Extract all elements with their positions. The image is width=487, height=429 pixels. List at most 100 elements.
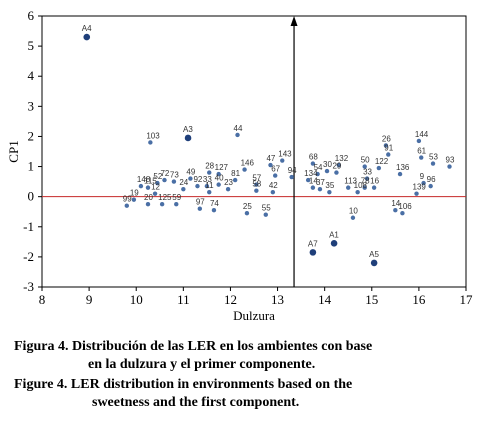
ler-point-label: 127 (215, 163, 229, 172)
ler-point-label: 103 (146, 131, 160, 140)
y-tick-label: -3 (23, 279, 34, 294)
ler-point-label: 93 (446, 156, 455, 165)
ler-point (421, 180, 426, 186)
ler-point (235, 132, 240, 138)
ler-point (216, 171, 221, 177)
ler-point-label: 47 (266, 154, 275, 163)
ler-point (270, 189, 276, 195)
y-tick-label: 4 (28, 68, 35, 83)
ler-point (254, 188, 259, 193)
ler-point (376, 165, 382, 171)
ler-point-label: 94 (288, 166, 297, 175)
ler-point-label: 134 (304, 169, 318, 178)
ler-point (244, 211, 250, 216)
ler-point-label: 58 (252, 180, 261, 189)
ler-point-label: 72 (160, 169, 169, 178)
ler-point-label: 73 (170, 171, 179, 180)
environment-point (83, 33, 91, 41)
ler-point (181, 186, 186, 192)
ler-point-label: 40 (215, 174, 224, 183)
ler-point-label: 99 (123, 195, 132, 204)
ler-point-label: 35 (325, 181, 334, 190)
ler-point (254, 182, 259, 187)
ler-point-label: 12 (151, 183, 160, 192)
ler-point-label: 81 (231, 169, 240, 178)
ler-point-label: 136 (396, 163, 410, 172)
ler-point (197, 206, 203, 211)
environment-point-label: A7 (308, 239, 318, 248)
ler-point (273, 173, 278, 178)
environment-point (309, 249, 317, 256)
ler-point (145, 201, 151, 207)
ler-point (148, 140, 153, 145)
ler-point-label: 92 (193, 175, 202, 184)
ler-point (336, 162, 341, 168)
x-tick-label: 15 (365, 292, 378, 307)
ler-point (419, 155, 424, 160)
ler-point-label: 67 (271, 165, 280, 174)
ler-point (155, 180, 160, 186)
figure-caption-spanish: Figura 4. Distribución de las LER en los… (0, 338, 487, 374)
x-tick-label: 13 (271, 292, 284, 307)
ler-point-label: 24 (179, 178, 188, 187)
ler-point (386, 152, 391, 157)
y-tick-label: 5 (28, 38, 35, 53)
ler-point (350, 215, 356, 220)
ler-point (364, 176, 370, 181)
ler-point (397, 171, 403, 177)
ler-point-label: 50 (361, 156, 370, 165)
ler-point-label: 132 (335, 154, 349, 163)
ler-point-label: 28 (205, 162, 214, 171)
ler-point-label: 53 (429, 153, 438, 162)
ler-point-label: 143 (278, 150, 292, 159)
ler-point-label: 14 (391, 199, 400, 208)
ler-point (207, 189, 212, 195)
ler-point (195, 183, 200, 189)
caption-en-line1: Figure 4. LER distribution in environmen… (14, 377, 353, 392)
ler-point (447, 164, 452, 169)
ler-point-label: 146 (241, 159, 255, 168)
ler-point (416, 138, 422, 144)
ler-point (174, 201, 179, 207)
ler-point (310, 161, 316, 166)
ler-point-label: 10 (349, 207, 358, 216)
ler-point-label: 144 (415, 130, 429, 139)
ler-point-label: 20 (144, 193, 153, 202)
ler-point (188, 176, 193, 181)
y-axis-title: CP1 (6, 140, 21, 162)
ler-point-label: 52 (153, 172, 162, 181)
vertical-arrow-head (290, 16, 298, 26)
ler-point (225, 186, 231, 192)
ler-point-label: 125 (158, 193, 172, 202)
ler-point-label: 139 (413, 183, 427, 192)
ler-point-label: 37 (316, 178, 325, 187)
ler-point (362, 164, 367, 169)
x-tick-label: 10 (130, 292, 143, 307)
ler-point-label: 9 (420, 172, 425, 181)
caption-es-line2: en la dulzura y el primer componente. (88, 357, 316, 372)
ler-point-label: 49 (186, 168, 195, 177)
ler-point-label: 14 (309, 177, 318, 186)
ler-point-label: 115 (144, 177, 157, 186)
ler-point (280, 158, 285, 163)
ler-point (138, 183, 144, 189)
ler-point (315, 171, 320, 177)
environment-point-label: A3 (183, 125, 193, 134)
environment-point-label: A5 (369, 250, 379, 259)
ler-point-label: 33 (203, 175, 212, 184)
ler-point (145, 185, 151, 190)
environment-point-label: A4 (82, 24, 92, 33)
ler-point (393, 208, 398, 213)
ler-point (334, 170, 339, 175)
x-tick-label: 14 (318, 292, 332, 307)
ler-point (152, 191, 158, 196)
x-tick-label: 8 (39, 292, 46, 307)
ler-point (317, 186, 323, 192)
ler-point (204, 183, 210, 189)
ler-point-label: 19 (130, 189, 139, 198)
ler-point (242, 167, 247, 172)
ler-point-label: 55 (262, 204, 271, 213)
ler-point (362, 185, 367, 190)
